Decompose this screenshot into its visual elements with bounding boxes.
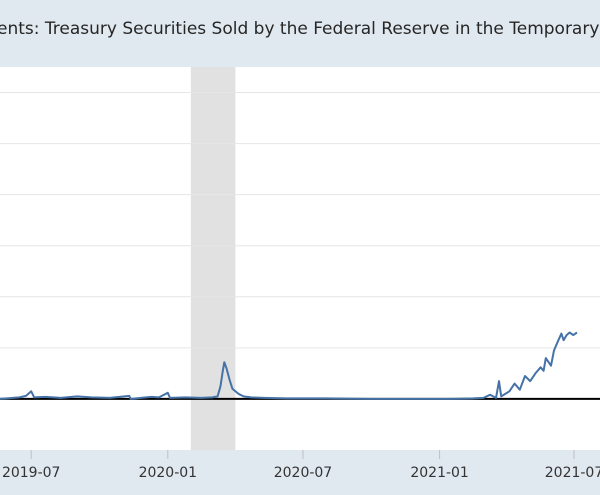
chart-title: …ents: Treasury Securities Sold by the F… — [0, 19, 600, 39]
x-axis-ticks: 2019-07 2020-01 2020-07 2021-01 2021-07 — [2, 450, 600, 481]
recession-band — [190, 67, 236, 450]
x-tick-label-1: 2020-01 — [139, 465, 198, 481]
x-tick-label-3: 2021-01 — [410, 465, 469, 481]
series-line-0 — [0, 331, 578, 400]
x-tick-label-4: 2021-07 — [545, 465, 600, 481]
x-tick-label-0: 2019-07 — [2, 465, 61, 481]
recession-shading-layer — [190, 67, 236, 450]
x-tick-label-2: 2020-07 — [274, 465, 333, 481]
gridlines-layer — [0, 92, 600, 349]
series-layer — [0, 331, 578, 400]
plot-area — [0, 67, 600, 450]
